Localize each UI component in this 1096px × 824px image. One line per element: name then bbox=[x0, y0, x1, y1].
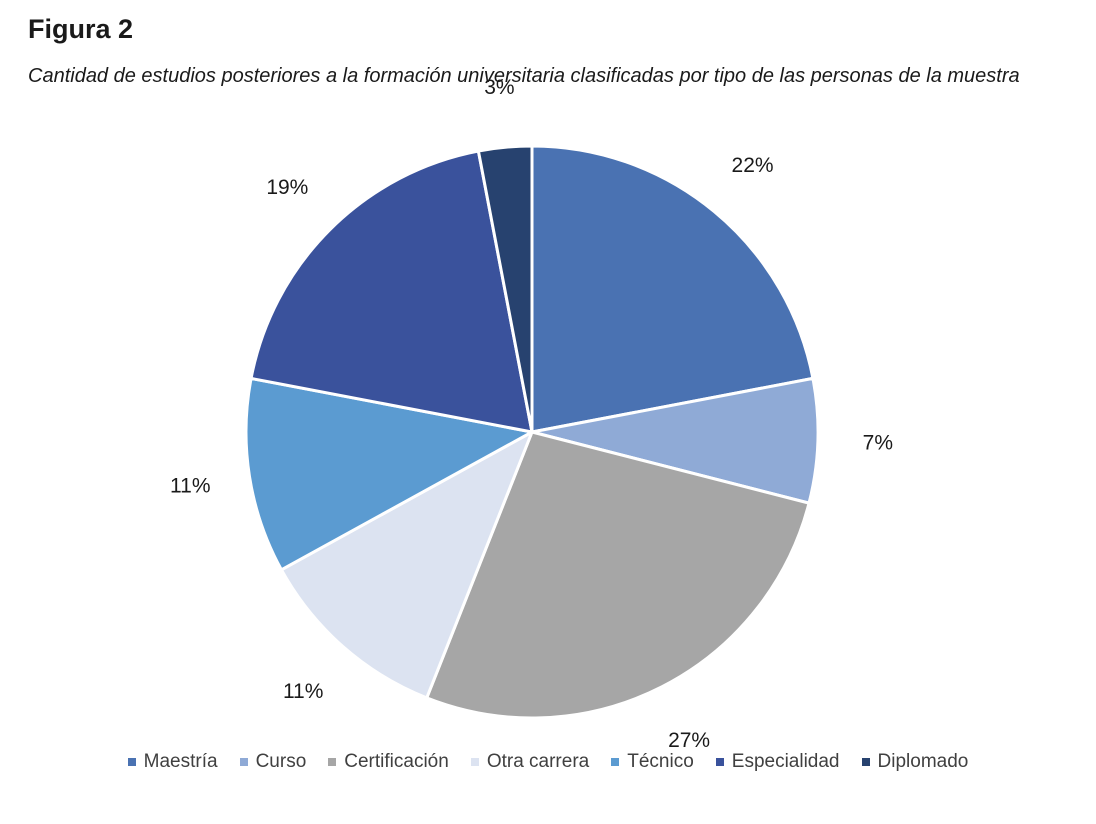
legend-item-otra-carrera: Otra carrera bbox=[470, 751, 590, 773]
data-label-tecnico: 11% bbox=[170, 475, 210, 498]
legend-label: Otra carrera bbox=[486, 751, 590, 772]
legend-item-tecnico: Técnico bbox=[611, 751, 694, 773]
data-label-diplomado: 3% bbox=[484, 76, 514, 99]
legend-swatch-icon bbox=[239, 758, 248, 766]
legend-item-curso: Curso bbox=[239, 751, 307, 773]
legend-label: Maestría bbox=[143, 751, 218, 772]
legend-label: Especialidad bbox=[731, 751, 840, 772]
pie-slice-diplomado bbox=[476, 144, 534, 434]
pie-labels: 22% 7% 27% 11% 11% 19% 3% bbox=[170, 76, 893, 752]
legend-item-maestria: Maestría bbox=[127, 751, 218, 773]
pie-slice-especialidad bbox=[249, 149, 534, 434]
legend-label: Certificación bbox=[344, 751, 449, 772]
pie-slice-otra-carrera bbox=[279, 430, 534, 700]
data-label-curso: 7% bbox=[863, 431, 893, 454]
legend-swatch-icon bbox=[328, 758, 337, 766]
legend-swatch-icon bbox=[127, 758, 136, 766]
legend-swatch-icon bbox=[611, 758, 620, 766]
legend-label: Técnico bbox=[627, 751, 694, 772]
pie-slice-certificacion bbox=[425, 430, 811, 720]
legend-item-especialidad: Especialidad bbox=[715, 751, 840, 773]
legend-label: Diplomado bbox=[877, 751, 969, 772]
figure-label: Figura 2 bbox=[28, 14, 134, 44]
legend-label: Curso bbox=[255, 751, 307, 772]
chart-legend: Maestría Curso Certificación Otra carrera Té… bbox=[0, 751, 1096, 773]
legend-item-certificacion: Certificación bbox=[328, 751, 449, 773]
legend-swatch-icon bbox=[470, 758, 479, 766]
data-label-otra-carrera: 11% bbox=[283, 680, 323, 703]
data-label-maestria: 22% bbox=[732, 154, 774, 177]
legend-swatch-icon bbox=[861, 758, 870, 766]
pie-slice-curso bbox=[530, 376, 820, 505]
legend-swatch-icon bbox=[715, 758, 724, 766]
pie-slice-tecnico bbox=[244, 376, 534, 572]
figure-caption: Cantidad de estudios posteriores a la fo… bbox=[28, 65, 1020, 87]
data-label-especialidad: 19% bbox=[266, 176, 308, 199]
data-label-certificacion: 27% bbox=[668, 729, 710, 752]
legend-item-diplomado: Diplomado bbox=[861, 751, 969, 773]
pie-slice-maestria bbox=[530, 144, 815, 434]
pie-slices bbox=[244, 144, 820, 720]
